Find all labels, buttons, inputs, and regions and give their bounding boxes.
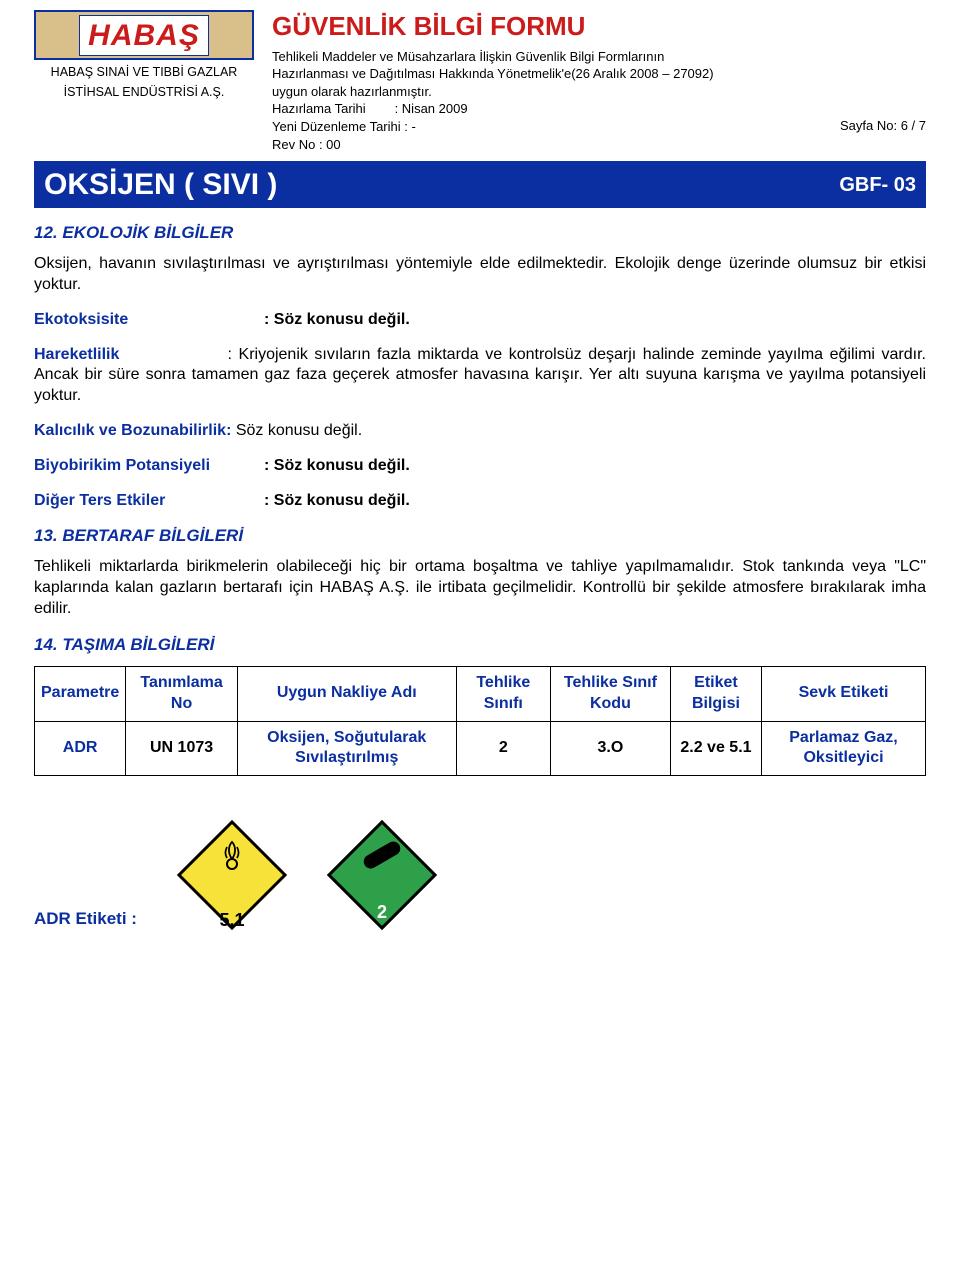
- logo-column: HABAŞ HABAŞ SINAİ VE TIBBİ GAZLAR İSTİHS…: [34, 10, 254, 101]
- form-sub1: Tehlikeli Maddeler ve Müsahzarlara İlişk…: [272, 48, 926, 66]
- form-sub2: Hazırlanması ve Dağıtılması Hakkında Yön…: [272, 65, 926, 83]
- td-sinif: 2: [456, 721, 550, 776]
- th-etiket: Etiket Bilgisi: [670, 666, 761, 721]
- td-tanimlama: UN 1073: [126, 721, 238, 776]
- prep-date: Hazırlama Tarihi : Nisan 2009: [272, 100, 926, 118]
- section-14-title: 14. TAŞIMA BİLGİLERİ: [34, 634, 926, 656]
- section-12-title: 12. EKOLOJİK BİLGİLER: [34, 222, 926, 244]
- flame-icon: [177, 840, 287, 879]
- title-bar: OKSİJEN ( SIVI ) GBF- 03: [34, 161, 926, 208]
- mobility-value: : Kriyojenik sıvıların fazla miktarda ve…: [34, 346, 926, 405]
- persistence-value: Söz konusu değil.: [231, 422, 362, 439]
- form-title: GÜVENLİK BİLGİ FORMU: [272, 10, 926, 44]
- cylinder-icon: [327, 848, 437, 862]
- rev-date: Yeni Düzenleme Tarihi : -: [272, 118, 416, 136]
- other-effects-label: Diğer Ters Etkiler: [34, 491, 264, 512]
- mobility-row: Hareketlilik : Kriyojenik sıvıların fazl…: [34, 345, 926, 407]
- diamond-number-1: 5.1: [177, 909, 287, 932]
- substance-name: OKSİJEN ( SIVI ): [44, 165, 277, 204]
- th-sinif: Tehlike Sınıfı: [456, 666, 550, 721]
- td-sevk: Parlamaz Gaz, Oksitleyici: [762, 721, 926, 776]
- hazard-diamond-oxidizer: 5.1: [177, 820, 287, 930]
- th-tanimlama: Tanımlama No: [126, 666, 238, 721]
- td-kod: 3.O: [550, 721, 670, 776]
- td-etiket: 2.2 ve 5.1: [670, 721, 761, 776]
- rev-no: Rev No : 00: [272, 136, 926, 154]
- table-row: ADR UN 1073 Oksijen, Soğutularak Sıvılaş…: [35, 721, 926, 776]
- mobility-label: Hareketlilik: [34, 346, 119, 363]
- ecotoxicity-label: Ekotoksisite: [34, 310, 264, 331]
- th-nakliye: Uygun Nakliye Adı: [237, 666, 456, 721]
- company-line2: İSTİHSAL ENDÜSTRİSİ A.Ş.: [64, 84, 225, 100]
- other-effects-row: Diğer Ters Etkiler : Söz konusu değil.: [34, 491, 926, 512]
- document-header: HABAŞ HABAŞ SINAİ VE TIBBİ GAZLAR İSTİHS…: [34, 10, 926, 153]
- ecotoxicity-row: Ekotoksisite : Söz konusu değil.: [34, 310, 926, 331]
- company-line1: HABAŞ SINAİ VE TIBBİ GAZLAR: [51, 64, 238, 80]
- gbf-code: GBF- 03: [839, 172, 916, 198]
- section-12-intro: Oksijen, havanın sıvılaştırılması ve ayr…: [34, 254, 926, 296]
- logo-box: HABAŞ: [34, 10, 254, 60]
- transport-table: Parametre Tanımlama No Uygun Nakliye Adı…: [34, 666, 926, 776]
- diamond-number-2: 2: [327, 901, 437, 924]
- ecotoxicity-value: : Söz konusu değil.: [264, 310, 410, 331]
- persistence-row: Kalıcılık ve Bozunabilirlik: Söz konusu …: [34, 421, 926, 442]
- hazard-diamond-gas: 2: [327, 820, 437, 930]
- th-sevk: Sevk Etiketi: [762, 666, 926, 721]
- form-sub3: uygun olarak hazırlanmıştır.: [272, 83, 926, 101]
- adr-label-text: ADR Etiketi :: [34, 908, 137, 930]
- page-number: Sayfa No: 6 / 7: [840, 118, 926, 136]
- form-meta: GÜVENLİK BİLGİ FORMU Tehlikeli Maddeler …: [272, 10, 926, 153]
- bioaccum-value: : Söz konusu değil.: [264, 456, 410, 477]
- other-effects-value: : Söz konusu değil.: [264, 491, 410, 512]
- adr-label-row: ADR Etiketi : 5.1 2: [34, 820, 926, 930]
- persistence-label: Kalıcılık ve Bozunabilirlik:: [34, 422, 231, 439]
- logo-text: HABAŞ: [79, 15, 209, 56]
- th-kod: Tehlike Sınıf Kodu: [550, 666, 670, 721]
- section-13-para: Tehlikeli miktarlarda birikmelerin olabi…: [34, 557, 926, 619]
- bioaccum-label: Biyobirikim Potansiyeli: [34, 456, 264, 477]
- td-nakliye: Oksijen, Soğutularak Sıvılaştırılmış: [237, 721, 456, 776]
- th-parametre: Parametre: [35, 666, 126, 721]
- bioaccum-row: Biyobirikim Potansiyeli : Söz konusu değ…: [34, 456, 926, 477]
- td-parametre: ADR: [35, 721, 126, 776]
- section-13-title: 13. BERTARAF BİLGİLERİ: [34, 525, 926, 547]
- table-header-row: Parametre Tanımlama No Uygun Nakliye Adı…: [35, 666, 926, 721]
